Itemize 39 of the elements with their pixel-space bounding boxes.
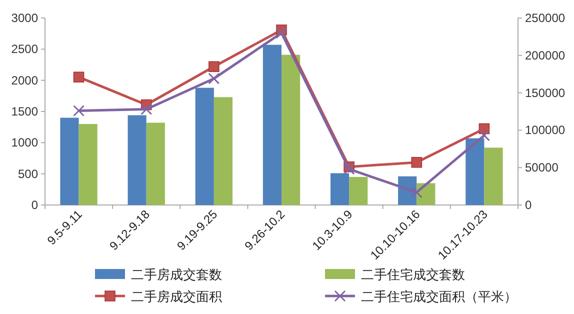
legend-label: 二手住宅成交面积（平米）: [361, 289, 517, 304]
y-tick-label: 2000: [11, 73, 38, 88]
bar: [262, 44, 282, 205]
bar: [484, 148, 503, 205]
point: [140, 104, 152, 116]
bar: [78, 124, 98, 205]
y-tick-label: 1500: [11, 104, 38, 118]
point: [478, 130, 490, 142]
bar: [195, 88, 214, 205]
point: [411, 156, 422, 168]
bar: [466, 138, 484, 205]
y-tick-label: 2500: [11, 42, 38, 56]
y2-tick-label: 0: [525, 198, 532, 212]
bar: [214, 97, 233, 205]
point: [343, 163, 355, 175]
point: [276, 27, 288, 39]
y2-tick-label: 150000: [525, 86, 566, 100]
point: [410, 186, 422, 198]
y-tick-label: 3000: [11, 11, 38, 25]
point: [73, 105, 85, 116]
y2-tick-label: 100000: [525, 123, 566, 138]
point: [208, 72, 220, 84]
y-tick-label: 1000: [11, 136, 38, 150]
point: [208, 61, 220, 72]
legend-label: 二手房成交面积: [131, 289, 222, 304]
bar: [282, 54, 300, 205]
bar: [349, 176, 368, 205]
legend-label: 二手房成交套数: [131, 267, 222, 282]
bar: [128, 115, 146, 205]
bar: [146, 122, 165, 205]
y2-tick-label: 250000: [525, 11, 566, 25]
y2-tick-label: 200000: [525, 48, 566, 62]
point: [73, 72, 84, 82]
bar: [330, 173, 350, 205]
bar: [60, 118, 79, 205]
y-tick-label: 0: [31, 198, 38, 212]
legend-label: 二手住宅成交套数: [361, 267, 465, 282]
y-tick-label: 500: [18, 166, 38, 181]
y2-tick-label: 50000: [525, 160, 559, 175]
